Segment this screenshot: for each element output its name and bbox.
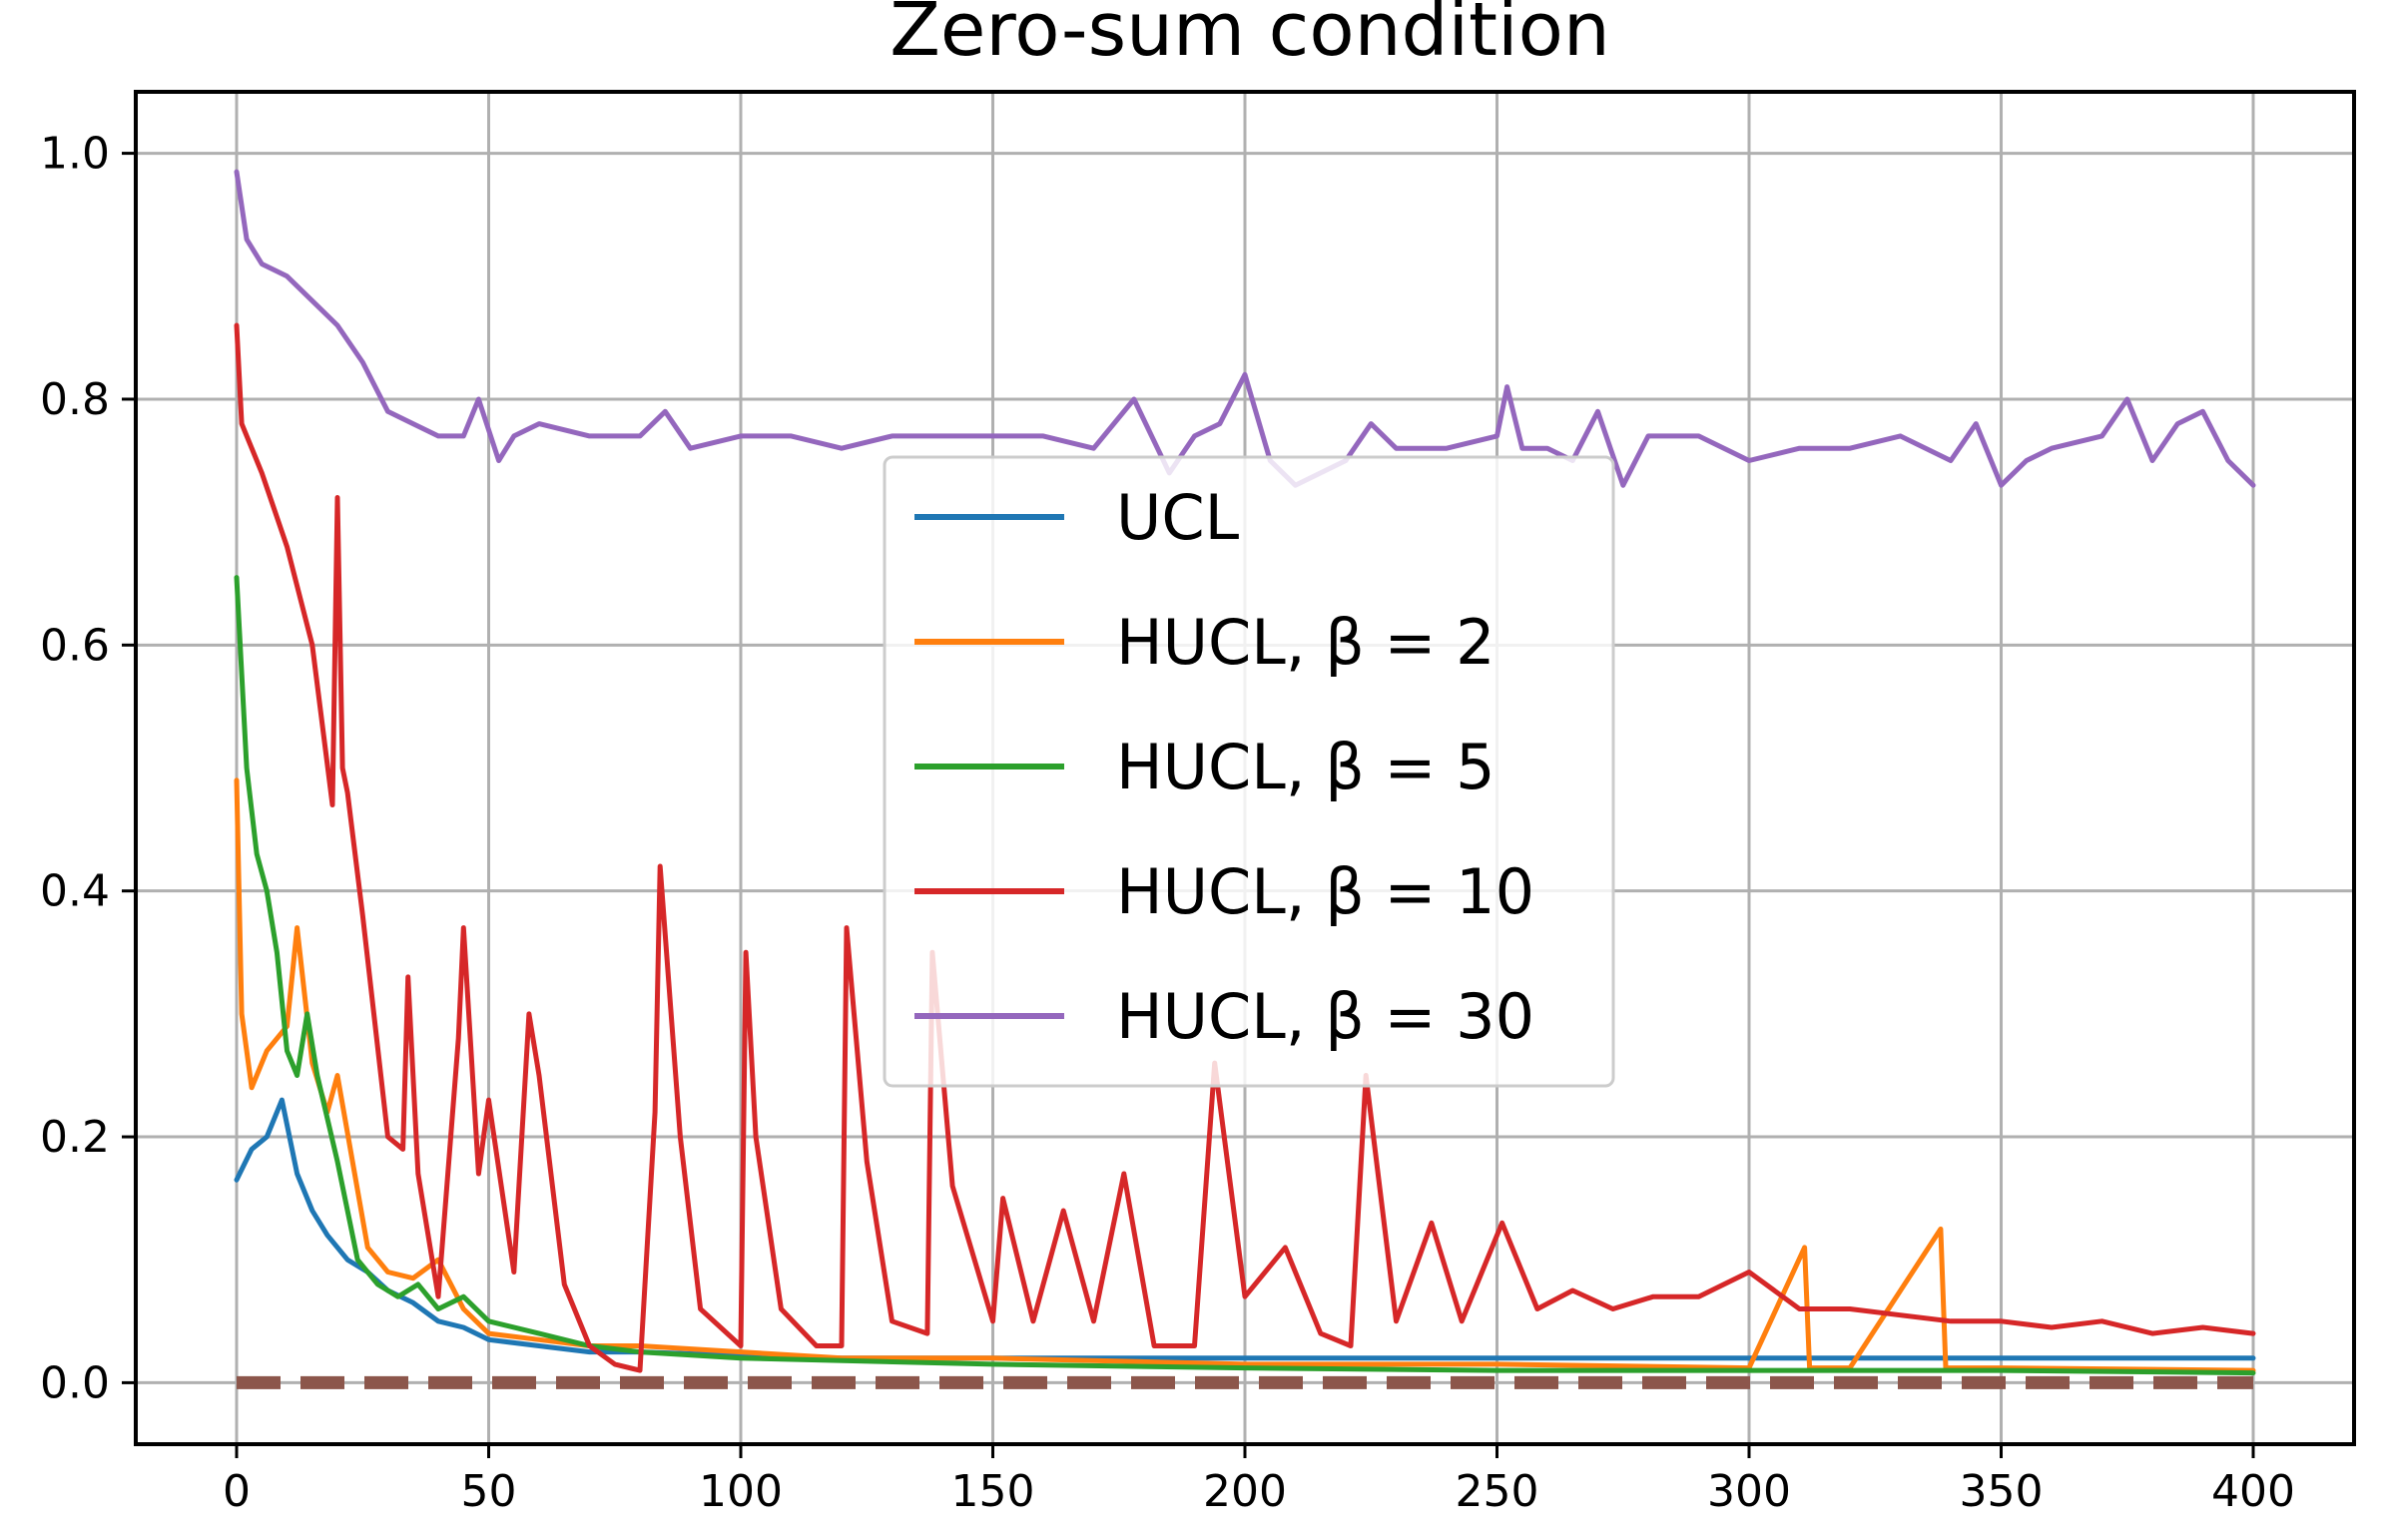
legend-box	[883, 455, 1615, 1088]
y-tick-label: 0.4	[40, 866, 110, 917]
series-line-hucl-30	[234, 169, 2256, 488]
y-tick-label: 0.0	[40, 1357, 110, 1408]
x-tick-label: 50	[461, 1466, 517, 1517]
y-axis-ticks: 0.0 0.2 0.4 0.6 0.8 1.0	[40, 129, 136, 1408]
y-tick-label: 0.2	[40, 1112, 110, 1163]
legend-label-hucl-2: HUCL, β = 2	[1116, 606, 1495, 679]
legend-label-hucl-5: HUCL, β = 5	[1116, 731, 1495, 803]
series-line-hucl-10	[234, 322, 2256, 1373]
x-tick-label: 250	[1456, 1466, 1539, 1517]
series-line-hucl-5	[234, 575, 2256, 1376]
x-tick-label: 100	[699, 1466, 783, 1517]
y-tick-label: 1.0	[40, 129, 110, 180]
series-layer	[234, 169, 2256, 1376]
x-tick-label: 300	[1707, 1466, 1791, 1517]
y-tick-label: 0.6	[40, 620, 110, 671]
x-tick-label: 150	[951, 1466, 1035, 1517]
x-tick-label: 400	[2211, 1466, 2295, 1517]
chart-title: Zero-sum condition	[890, 0, 1610, 73]
x-tick-label: 350	[1960, 1466, 2044, 1517]
legend-label-hucl-10: HUCL, β = 10	[1116, 855, 1534, 928]
x-axis-ticks: 0 50 100 150 200 250 300 350 400	[223, 1444, 2295, 1517]
legend-items: UCL HUCL, β = 2 HUCL, β = 5 HUCL, β = 10 HUC…	[914, 481, 1534, 1053]
legend-label-hucl-30: HUCL, β = 30	[1116, 980, 1534, 1053]
series-line-ucl	[234, 1097, 2256, 1361]
legend-label-ucl: UCL	[1116, 481, 1240, 554]
x-tick-label: 0	[223, 1466, 251, 1517]
x-tick-label: 200	[1203, 1466, 1287, 1517]
y-tick-label: 0.8	[40, 374, 110, 425]
legend: UCL HUCL, β = 2 HUCL, β = 5 HUCL, β = 10 HUC…	[883, 455, 1615, 1088]
